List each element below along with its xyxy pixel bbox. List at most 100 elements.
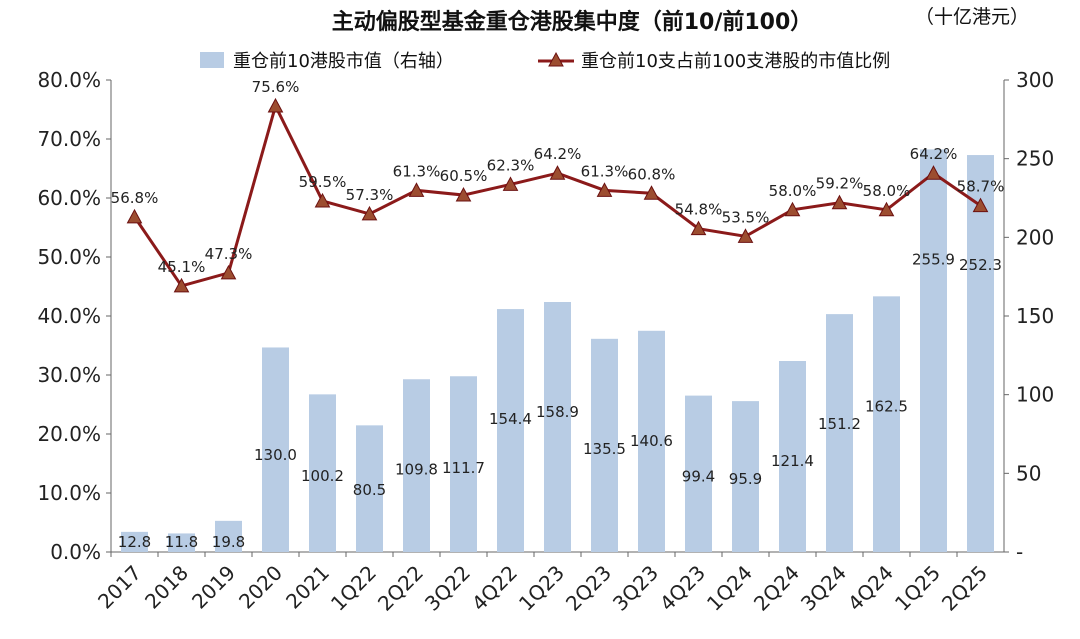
line-value-label: 60.5% — [440, 167, 488, 185]
line-marker — [267, 97, 284, 113]
bar-value-label: 111.7 — [442, 459, 485, 477]
bar — [215, 520, 242, 552]
x-tick-label: 1Q22 — [326, 561, 381, 616]
line-path — [133, 101, 982, 288]
line-marker — [314, 192, 331, 208]
line-marker — [408, 182, 425, 197]
line-value-label: 54.8% — [675, 201, 723, 219]
right-tick-label: 250 — [1016, 147, 1054, 171]
bar-value-label: 158.9 — [536, 403, 579, 421]
bar — [920, 149, 947, 552]
line-value-label: 57.3% — [346, 186, 394, 204]
right-tick-label: 150 — [1016, 304, 1054, 328]
bar-value-label: 80.5 — [353, 481, 386, 499]
bar — [638, 330, 665, 552]
line-value-label: 62.3% — [487, 156, 535, 174]
line-value-label: 58.0% — [863, 182, 911, 200]
bar-value-label: 140.6 — [630, 432, 673, 450]
bar — [826, 314, 853, 552]
left-tick-label: 70.0% — [37, 127, 101, 151]
x-tick-label: 2019 — [187, 561, 240, 614]
line-marker — [784, 201, 801, 217]
line-value-label: 59.5% — [299, 173, 347, 191]
unit-label: （十亿港元） — [915, 6, 1029, 28]
bar-value-label: 151.2 — [818, 415, 861, 433]
right-tick-label: - — [1016, 540, 1023, 564]
line-marker — [690, 220, 707, 236]
bar-value-label: 162.5 — [865, 397, 908, 415]
right-tick-label: 100 — [1016, 383, 1054, 407]
bar — [873, 296, 900, 552]
x-tick-label: 2018 — [140, 561, 193, 614]
line-marker — [737, 228, 754, 243]
legend-bar-swatch — [200, 52, 224, 68]
line-value-label: 59.2% — [816, 175, 864, 193]
right-tick-label: 300 — [1016, 68, 1054, 92]
x-tick-label: 1Q25 — [890, 561, 945, 616]
right-tick-label: 200 — [1016, 225, 1054, 249]
bar-value-label: 154.4 — [489, 410, 532, 428]
line-value-label: 58.7% — [957, 178, 1005, 196]
line-value-label: 64.2% — [910, 145, 958, 163]
bar — [591, 338, 618, 552]
x-tick-label: 2Q23 — [561, 561, 616, 616]
line-marker — [361, 205, 378, 221]
left-tick-label: 60.0% — [37, 186, 101, 210]
line-marker — [596, 182, 613, 197]
bar-value-label: 121.4 — [771, 452, 814, 470]
line-labels: 56.8%45.1%47.3%75.6%59.5%57.3%61.3% 60.5%… — [111, 78, 1005, 276]
left-tick-label: 20.0% — [37, 422, 101, 446]
bar — [967, 155, 994, 552]
line-value-label: 45.1% — [158, 258, 206, 276]
line-series — [126, 97, 989, 293]
x-tick-label: 3Q23 — [608, 561, 663, 616]
bar-value-label: 252.3 — [959, 256, 1002, 274]
line-value-label: 60.8% — [628, 165, 676, 183]
line-marker — [878, 201, 895, 217]
x-tick-label: 4Q24 — [843, 561, 898, 616]
bar-value-label: 12.8 — [118, 533, 151, 551]
bar-value-label: 95.9 — [729, 470, 762, 488]
x-tick-label: 2Q22 — [373, 561, 428, 616]
line-value-label: 53.5% — [722, 208, 770, 226]
x-tick-label: 2Q24 — [749, 561, 804, 616]
bar — [356, 425, 383, 552]
bar-value-label: 100.2 — [301, 467, 344, 485]
bar-series — [121, 149, 994, 552]
line-marker — [173, 277, 190, 293]
right-tick-label: 50 — [1016, 461, 1041, 485]
line-marker — [455, 186, 472, 202]
line-value-label: 58.0% — [769, 182, 817, 200]
left-tick-label: 80.0% — [37, 68, 101, 92]
x-tick-label: 3Q24 — [796, 561, 851, 616]
x-tick-label: 1Q24 — [702, 561, 757, 616]
x-tick-label: 1Q23 — [514, 561, 569, 616]
bar — [450, 376, 477, 552]
line-marker — [925, 165, 942, 180]
line-marker — [831, 194, 848, 210]
x-tick-label: 2Q25 — [937, 561, 992, 616]
line-value-label: 61.3% — [581, 162, 629, 180]
x-tick-label: 3Q22 — [420, 561, 475, 616]
bar-value-label: 135.5 — [583, 440, 626, 458]
x-tick-label: 2020 — [234, 561, 287, 614]
line-marker — [502, 176, 519, 191]
line-value-label: 75.6% — [252, 78, 300, 96]
bar-value-label: 109.8 — [395, 460, 438, 478]
x-tick-label: 4Q22 — [467, 561, 522, 616]
bar — [262, 347, 289, 552]
legend-line-marker — [548, 51, 564, 67]
bar — [403, 379, 430, 552]
legend-line-label: 重仓前10支占前100支港股的市值比例 — [581, 51, 890, 72]
left-tick-label: 30.0% — [37, 363, 101, 387]
bar — [685, 395, 712, 552]
chart-title: 主动偏股型基金重仓港股集中度（前10/前100） — [332, 9, 813, 35]
line-value-label: 61.3% — [393, 162, 441, 180]
x-tick-label: 4Q23 — [655, 561, 710, 616]
bar-value-label: 99.4 — [682, 468, 715, 486]
bar — [779, 360, 806, 552]
bar-value-label: 130.0 — [254, 446, 297, 464]
bar — [309, 394, 336, 552]
left-tick-label: 50.0% — [37, 245, 101, 269]
